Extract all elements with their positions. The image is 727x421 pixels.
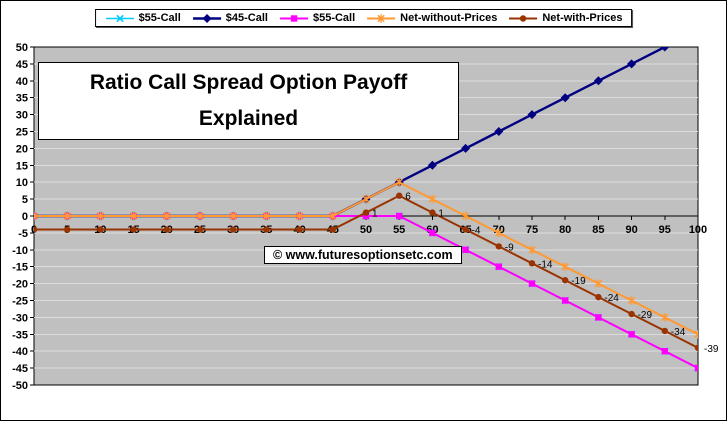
legend-symbol-square-icon [279, 14, 308, 22]
y-axis-label: -10 [12, 245, 28, 257]
y-axis-label: -45 [12, 363, 28, 375]
legend-label: $45-Call [225, 12, 268, 24]
chart-title-line1: Ratio Call Spread Option Payoff [89, 71, 408, 94]
series-4-Net-with-Prices[interactable] [31, 192, 701, 352]
data-label: -34 [671, 327, 686, 338]
legend-symbol-circle-icon [509, 14, 538, 22]
legend-label: $55-Call [312, 12, 356, 24]
x-axis-label: 100 [689, 224, 707, 236]
series-markers [34, 178, 698, 339]
y-axis: -50-45-40-35-30-25-20-15-10-505101520253… [12, 42, 34, 392]
y-axis-label: 30 [16, 110, 28, 122]
x-axis-label: 90 [625, 224, 637, 236]
y-axis-label: -40 [12, 346, 28, 358]
y-axis-label: -30 [12, 312, 28, 324]
y-axis-label: 40 [16, 76, 28, 88]
data-label: -24 [604, 293, 619, 304]
y-axis-label: 5 [22, 194, 28, 206]
x-axis-label: 75 [526, 224, 538, 236]
legend-item-2[interactable]: $55-Call [279, 12, 355, 24]
y-axis-label: -5 [18, 228, 28, 240]
series-3-Net-without-Prices[interactable] [31, 178, 701, 339]
y-axis-label: 15 [16, 160, 28, 172]
legend-item-4[interactable]: Net-with-Prices [508, 12, 622, 24]
data-label: -9 [505, 242, 514, 253]
legend-label: Net-without-Prices [400, 12, 498, 24]
watermark: © www.futuresoptionsetc.com [264, 246, 462, 264]
y-axis-label: 25 [16, 127, 28, 139]
legend-item-0[interactable]: $55-Call [105, 12, 181, 24]
y-axis-label: -35 [12, 329, 28, 341]
x-axis-label: 85 [592, 224, 604, 236]
x-axis-label: 95 [659, 224, 671, 236]
data-label: -29 [638, 310, 653, 321]
x-axis-label: 55 [393, 224, 405, 236]
y-axis-label: 50 [16, 42, 28, 54]
y-axis-label: -50 [12, 380, 28, 392]
y-axis-label: -25 [12, 296, 28, 308]
data-label: 1 [438, 209, 444, 220]
chart-title-line2: Explained [198, 107, 299, 130]
chart-title: Ratio Call Spread Option Payoff Explaine… [38, 62, 459, 140]
data-label: 6 [405, 192, 411, 203]
legend-item-3[interactable]: Net-without-Prices [366, 12, 497, 24]
x-axis-label: 50 [360, 224, 372, 236]
y-axis-label: 10 [16, 177, 28, 189]
y-axis-label: -15 [12, 262, 28, 274]
data-label: -4 [472, 226, 481, 237]
legend-label: $55-Call [138, 12, 181, 24]
data-label: 1 [372, 209, 378, 220]
legend-symbol-diamond-icon [192, 13, 221, 23]
legend-symbol-star-icon [367, 13, 396, 23]
y-axis-label: 35 [16, 93, 28, 105]
data-label: -19 [571, 276, 586, 287]
legend-symbol-x-icon [105, 14, 134, 22]
legend: $55-Call $45-Call $55-Call Net-without-Pric… [94, 9, 633, 27]
data-labels-Net-with-Prices: 1 6 1 -4 -9 -14 -19 -24 -29 -34 -39 [372, 192, 719, 355]
series-markers [34, 192, 698, 352]
legend-item-1[interactable]: $45-Call [192, 12, 268, 24]
data-label: -39 [704, 344, 719, 355]
legend-label: Net-with-Prices [542, 12, 623, 24]
y-axis-label: 0 [22, 211, 28, 223]
y-axis-label: 45 [16, 59, 28, 71]
y-axis-label: 20 [16, 143, 28, 155]
data-label: -14 [538, 259, 553, 270]
x-axis-label: 80 [559, 224, 571, 236]
y-axis-label: -20 [12, 279, 28, 291]
series: 1 6 1 -4 -9 -14 -19 -24 -29 -34 -39 [31, 47, 719, 372]
